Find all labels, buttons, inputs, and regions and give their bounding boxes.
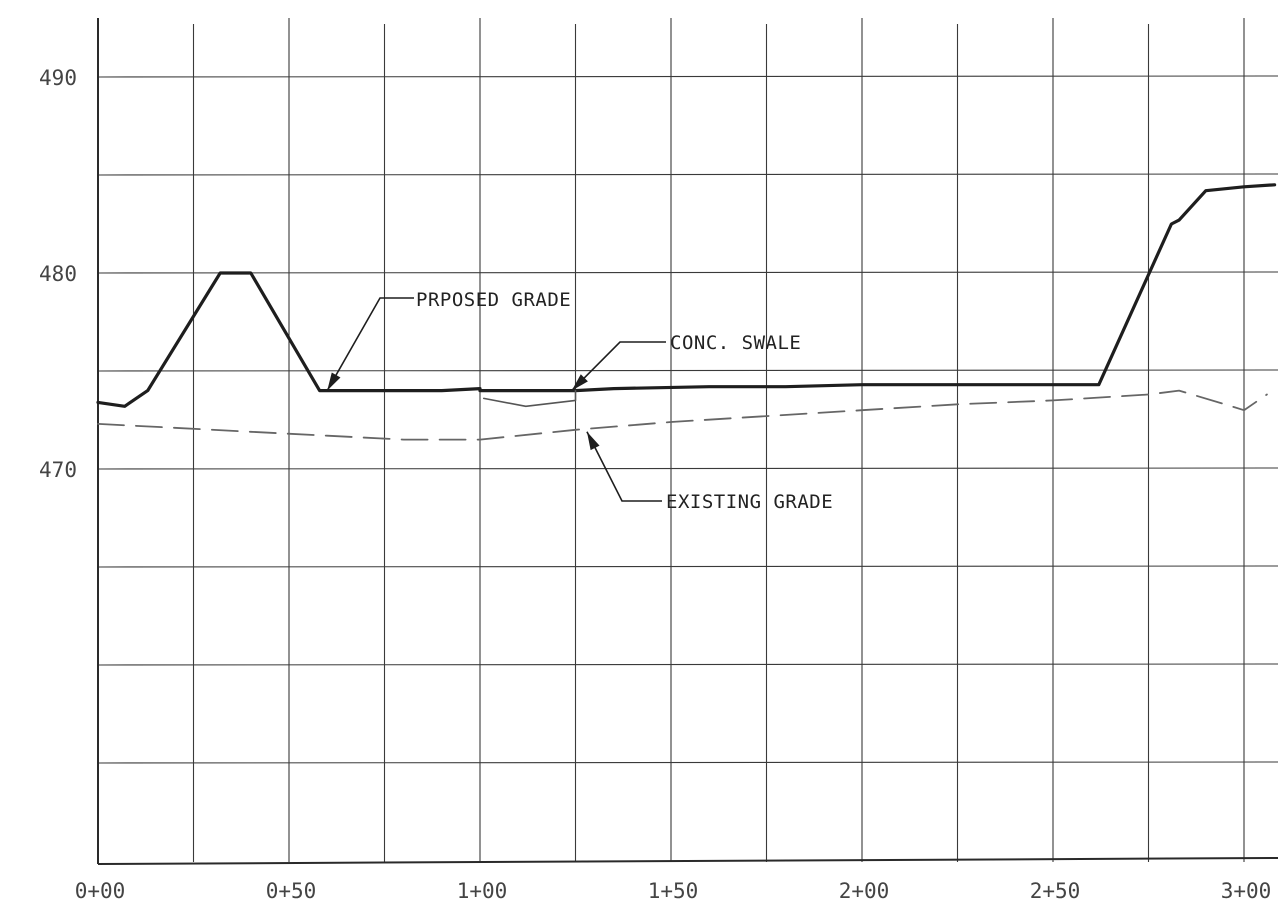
x-tick-label: 3+00 [1221, 879, 1272, 903]
y-tick-label: 470 [39, 458, 77, 482]
grid-line-h-455 [97, 761, 1278, 764]
series-layer [96, 183, 1277, 441]
annotation-label: EXISTING GRADE [666, 491, 833, 513]
annotations-layer: PRPOSED GRADE CONC. SWALE EXISTING GRADE [326, 289, 833, 513]
axes [97, 18, 1278, 865]
y-tick-label: 490 [39, 66, 77, 90]
series-line-prposed-grade [96, 183, 1277, 408]
x-tick-label: 1+50 [648, 879, 699, 903]
annotation-leader [571, 341, 666, 392]
annotation-2: CONC. SWALE [571, 332, 801, 392]
y-tick-labels: 470 480 490 [39, 66, 77, 482]
annotation-3: EXISTING GRADE [586, 431, 833, 513]
grid-line-h-460 [97, 663, 1278, 666]
grid-line-h-465 [97, 565, 1278, 568]
annotation-arrowhead [571, 374, 588, 391]
grid-line-h-490 [97, 75, 1278, 78]
x-tick-label: 1+00 [457, 879, 508, 903]
x-tick-label: 2+00 [839, 879, 890, 903]
grid-line-h-480 [97, 271, 1278, 274]
annotation-label: PRPOSED GRADE [416, 289, 571, 311]
y-tick-label: 480 [39, 262, 77, 286]
x-tick-label: 0+50 [266, 879, 317, 903]
annotation-leader [586, 431, 662, 502]
annotation-leader [326, 297, 414, 391]
x-tick-label: 0+00 [75, 879, 126, 903]
series-line-conc-swale [482, 389, 577, 408]
vertical-grid [97, 18, 1245, 862]
x-tick-label: 2+50 [1030, 879, 1081, 903]
horizontal-grid [97, 75, 1278, 764]
annotation-1: PRPOSED GRADE [326, 289, 571, 391]
annotation-arrowhead [586, 431, 600, 451]
x-tick-labels: 0+00 0+50 1+00 1+50 2+00 2+50 3+00 [75, 879, 1272, 903]
x-axis-line [97, 857, 1278, 865]
grid-line-h-485 [97, 173, 1278, 176]
annotation-arrowhead [327, 372, 341, 391]
annotation-label: CONC. SWALE [670, 332, 801, 354]
grid-line-h-470 [97, 467, 1278, 470]
grid-line-h-475 [97, 369, 1278, 372]
series-line-existing-grade [97, 389, 1268, 441]
